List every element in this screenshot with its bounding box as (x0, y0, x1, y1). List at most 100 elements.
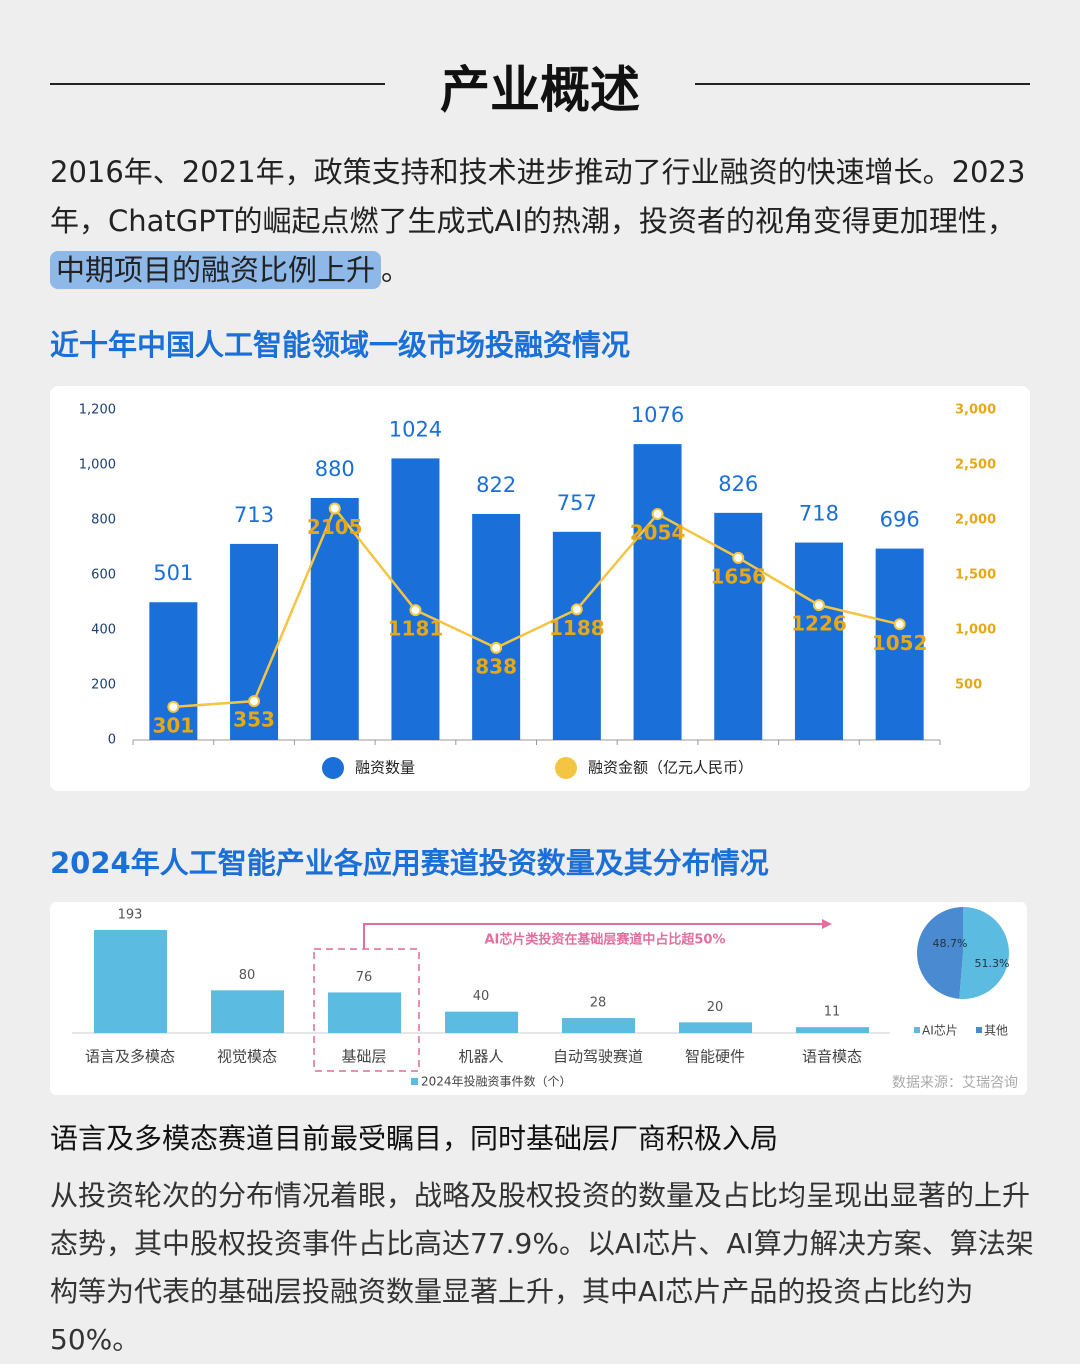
pie-slice (959, 907, 1009, 999)
chart-card (50, 902, 1027, 1095)
data-label: 301 (152, 713, 194, 737)
point (732, 551, 745, 564)
bar (230, 543, 279, 740)
point (490, 641, 503, 654)
y-tick-label: 600 (91, 568, 116, 583)
data-label: 826 (718, 472, 758, 496)
annotation-arrow (363, 923, 826, 949)
highlight-box (313, 948, 420, 1072)
x-tick-label: 基础层 (341, 1048, 386, 1066)
point (167, 700, 180, 713)
x-tick-label: 视觉模态 (217, 1048, 277, 1066)
data-label: 1024 (389, 417, 442, 441)
data-label: 880 (315, 457, 355, 481)
data-label: 76 (356, 970, 373, 985)
legend-label: 2024年投融资事件数（个） (421, 1074, 572, 1089)
chart-title: 2024年人工智能产业各应用赛道投资数量及其分布情况 (50, 846, 769, 880)
data-label: 2054 (630, 521, 686, 545)
chart-title: 近十年中国人工智能领域一级市场投融资情况 (50, 328, 631, 362)
y-tick-label: 0 (108, 733, 116, 748)
point (893, 618, 906, 631)
data-label: 713 (234, 503, 274, 527)
data-label: 718 (799, 502, 839, 526)
data-label: 20 (707, 1000, 724, 1015)
bar (794, 542, 843, 740)
intro-highlight: 中期项目的融资比例上升 (50, 251, 382, 289)
y2-tick-label: 2,000 (955, 513, 996, 528)
legend-label: 其他 (984, 1024, 1008, 1038)
section-heading: 语言及多模态赛道目前最受瞩目，同时基础层厂商积极入局 (50, 1122, 779, 1155)
bar (633, 444, 682, 740)
arrow-head (822, 919, 832, 929)
chart-card (50, 386, 1030, 791)
bar (211, 990, 284, 1033)
intro-text: 2016年、2021年，政策支持和技术进步推动了行业融资的快速增长。2023年，… (50, 155, 1026, 238)
legend-swatch (411, 1078, 418, 1085)
legend-swatch (555, 757, 577, 779)
title-rule (50, 83, 385, 85)
data-label: 757 (557, 491, 597, 515)
bar (472, 513, 521, 740)
data-label: 51.3% (975, 957, 1010, 970)
page-title: 产业概述 (440, 61, 640, 119)
data-label: 48.7% (933, 937, 968, 950)
legend-swatch (322, 757, 344, 779)
pie-slice (916, 907, 963, 999)
y-tick-label: 1,200 (79, 403, 116, 418)
point (409, 604, 422, 617)
point (248, 695, 261, 708)
data-label: 1076 (631, 403, 684, 427)
bar (714, 512, 763, 740)
y-tick-label: 200 (91, 678, 116, 693)
bar (445, 1011, 518, 1033)
annotation: AI芯片类投资在基础层赛道中占比超50% (484, 932, 725, 948)
y2-tick-label: 1,500 (955, 568, 996, 583)
legend-swatch (976, 1027, 982, 1033)
bar (552, 531, 601, 740)
point (570, 603, 583, 616)
x-tick-label: 语音模态 (802, 1048, 862, 1066)
data-label: 40 (473, 989, 490, 1004)
point (812, 599, 825, 612)
data-label: 501 (153, 561, 193, 585)
y-tick-label: 1,000 (79, 458, 116, 473)
data-label: 1226 (791, 612, 847, 636)
y-tick-label: 800 (91, 513, 116, 528)
bar (679, 1022, 752, 1033)
bar (149, 602, 198, 740)
legend-label: 融资金额（亿元人民币） (588, 759, 753, 777)
legend-label: AI芯片 (922, 1024, 958, 1038)
bar (875, 548, 924, 740)
data-label: 2105 (307, 515, 363, 539)
data-label: 353 (233, 708, 275, 732)
data-label: 1181 (388, 617, 444, 641)
line (173, 506, 900, 709)
point (328, 502, 341, 515)
data-label: 11 (824, 1005, 841, 1020)
x-tick-label: 语言及多模态 (85, 1048, 175, 1066)
bar (328, 992, 401, 1033)
bar (796, 1027, 869, 1033)
y2-tick-label: 2,500 (955, 458, 996, 473)
bar (562, 1018, 635, 1033)
data-label: 80 (239, 968, 256, 983)
legend-label: 融资数量 (355, 759, 415, 777)
y2-tick-label: 1,000 (955, 623, 996, 638)
bar (310, 498, 359, 740)
data-label: 696 (880, 508, 920, 532)
data-label: 193 (118, 908, 143, 923)
bar (391, 458, 440, 740)
intro: 2016年、2021年，政策支持和技术进步推动了行业融资的快速增长。2023年，… (50, 148, 1035, 295)
y-tick-label: 400 (91, 623, 116, 638)
data-label: 1052 (872, 631, 928, 655)
data-label: 822 (476, 473, 516, 497)
data-label: 28 (590, 996, 607, 1011)
x-tick-label: 机器人 (458, 1048, 503, 1066)
x-tick-label: 智能硬件 (685, 1048, 745, 1066)
data-label: 838 (475, 654, 517, 678)
section-body: 从投资轮次的分布情况着眼，战略及股权投资的数量及占比均呈现出显著的上升态势，其中… (50, 1179, 1034, 1356)
legend-swatch (914, 1027, 920, 1033)
bar (94, 930, 167, 1033)
